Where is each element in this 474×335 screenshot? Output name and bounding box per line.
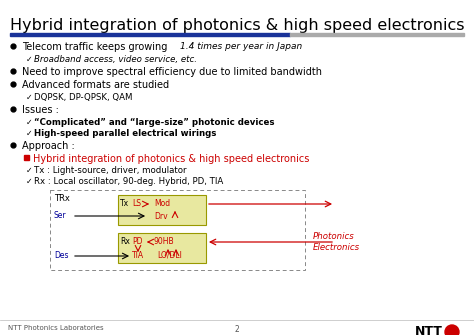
Text: Des: Des — [54, 251, 69, 260]
Text: Rx : Local oscillator, 90-deg. Hybrid, PD, TIA: Rx : Local oscillator, 90-deg. Hybrid, P… — [34, 177, 223, 186]
Text: Tx: Tx — [120, 199, 129, 208]
Bar — [118, 195, 206, 225]
Text: Ser: Ser — [54, 211, 67, 220]
Text: High-speed parallel electrical wirings: High-speed parallel electrical wirings — [34, 129, 216, 138]
Text: Approach :: Approach : — [22, 141, 75, 151]
Bar — [24, 155, 29, 160]
Text: Advanced formats are studied: Advanced formats are studied — [22, 80, 169, 90]
Text: PD: PD — [132, 237, 143, 246]
Text: ✓: ✓ — [26, 118, 33, 127]
Text: “Complicated” and “large-size” photonic devices: “Complicated” and “large-size” photonic … — [34, 118, 274, 127]
Bar — [290, 33, 464, 36]
FancyBboxPatch shape — [50, 190, 305, 270]
Text: 2: 2 — [235, 325, 239, 334]
Text: Photonics
Electronics: Photonics Electronics — [313, 231, 360, 252]
Text: LO/DLI: LO/DLI — [157, 251, 182, 260]
Text: Broadband access, video service, etc.: Broadband access, video service, etc. — [34, 55, 197, 64]
Text: ✓: ✓ — [26, 166, 33, 175]
Text: NTT: NTT — [415, 325, 443, 335]
Text: Mod: Mod — [154, 199, 170, 208]
Text: LS: LS — [132, 199, 141, 208]
Bar — [10, 33, 290, 36]
Text: Tx : Light-source, driver, modulator: Tx : Light-source, driver, modulator — [34, 166, 186, 175]
Bar — [118, 233, 206, 263]
Text: TRx: TRx — [54, 194, 70, 203]
Text: N: N — [449, 328, 455, 335]
Text: TIA: TIA — [132, 251, 144, 260]
Text: Hybrid integration of photonics & high speed electronics: Hybrid integration of photonics & high s… — [10, 18, 465, 33]
Circle shape — [445, 325, 459, 335]
Text: ✓: ✓ — [26, 129, 33, 138]
Text: Need to improve spectral efficiency due to limited bandwidth: Need to improve spectral efficiency due … — [22, 67, 322, 77]
Text: Issues :: Issues : — [22, 105, 59, 115]
Text: ✓: ✓ — [26, 177, 33, 186]
Text: DQPSK, DP-QPSK, QAM: DQPSK, DP-QPSK, QAM — [34, 93, 133, 102]
Text: Rx: Rx — [120, 237, 130, 246]
Text: Drv: Drv — [154, 212, 168, 221]
Text: ✓: ✓ — [26, 55, 33, 64]
Text: Hybrid integration of photonics & high speed electronics: Hybrid integration of photonics & high s… — [33, 154, 310, 164]
Text: 1.4 times per year in Japan: 1.4 times per year in Japan — [180, 42, 302, 51]
Text: 90HB: 90HB — [154, 237, 174, 246]
Text: NTT Photonics Laboratories: NTT Photonics Laboratories — [8, 325, 104, 331]
Text: Telecom traffic keeps growing: Telecom traffic keeps growing — [22, 42, 167, 52]
Text: ✓: ✓ — [26, 93, 33, 102]
